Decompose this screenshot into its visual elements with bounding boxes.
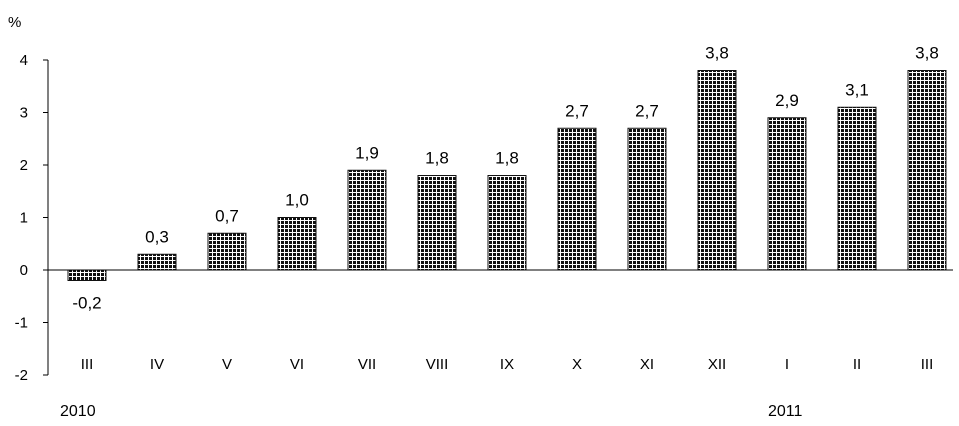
bar xyxy=(627,127,667,271)
y-tick-label: -1 xyxy=(15,315,28,332)
bar-value-label: 2,9 xyxy=(775,91,799,110)
bar-value-label: 3,8 xyxy=(915,44,939,63)
bar xyxy=(837,106,877,271)
x-category-label: X xyxy=(572,356,582,373)
bar-value-label: 1,0 xyxy=(285,191,309,210)
bar xyxy=(137,253,177,271)
year-label-2010: 2010 xyxy=(60,403,96,420)
bar-value-label: 0,7 xyxy=(215,206,239,225)
bar-value-label: 0,3 xyxy=(145,227,169,246)
bar-value-label: 2,7 xyxy=(635,101,659,120)
bar xyxy=(347,169,387,271)
bar-value-label: 1,9 xyxy=(355,143,379,162)
x-category-label: VI xyxy=(290,356,304,373)
x-category-label: III xyxy=(921,356,934,373)
bar xyxy=(697,70,737,271)
value-labels-group: -0,2 0,3 0,7 1,0 1,9 1,8 1,8 2,7 2,7 3,8 2,9 3,1 3,8 xyxy=(72,44,938,313)
y-tick-label: 3 xyxy=(20,105,28,122)
year-label-2011: 2011 xyxy=(768,403,803,420)
bar-value-label: -0,2 xyxy=(72,294,101,313)
x-category-label: IV xyxy=(150,356,164,373)
bar-value-label: 1,8 xyxy=(425,149,449,168)
bar-value-label: 3,8 xyxy=(705,44,729,63)
y-tick-label: 2 xyxy=(20,157,28,174)
bar xyxy=(487,175,527,271)
bar-value-label: 1,8 xyxy=(495,149,519,168)
x-category-label: II xyxy=(853,356,861,373)
y-tick-label: 4 xyxy=(20,52,28,69)
bar xyxy=(67,269,107,281)
x-category-label: I xyxy=(785,356,789,373)
bar xyxy=(557,127,597,271)
bar-value-label: 2,7 xyxy=(565,101,589,120)
bar xyxy=(907,70,947,271)
y-axis-ticks: 4 3 2 1 0 -1 -2 xyxy=(15,52,48,384)
bar xyxy=(417,175,457,271)
x-category-label: XII xyxy=(708,356,726,373)
x-category-label: VII xyxy=(358,356,376,373)
x-category-label: III xyxy=(81,356,94,373)
x-category-label: VIII xyxy=(426,356,449,373)
category-labels-group: III IV V VI VII VIII IX X XI XII I II III xyxy=(81,356,934,373)
y-tick-label: 1 xyxy=(20,210,28,227)
y-tick-label: -2 xyxy=(15,367,28,384)
bar xyxy=(207,232,247,271)
x-category-label: V xyxy=(222,356,232,373)
bars-group xyxy=(67,70,947,281)
x-category-label: XI xyxy=(640,356,654,373)
bar xyxy=(277,217,317,271)
x-category-label: IX xyxy=(500,356,514,373)
bar xyxy=(767,117,807,271)
y-axis-unit: % xyxy=(8,14,21,31)
y-tick-label: 0 xyxy=(20,262,28,279)
bar-value-label: 3,1 xyxy=(845,80,869,99)
